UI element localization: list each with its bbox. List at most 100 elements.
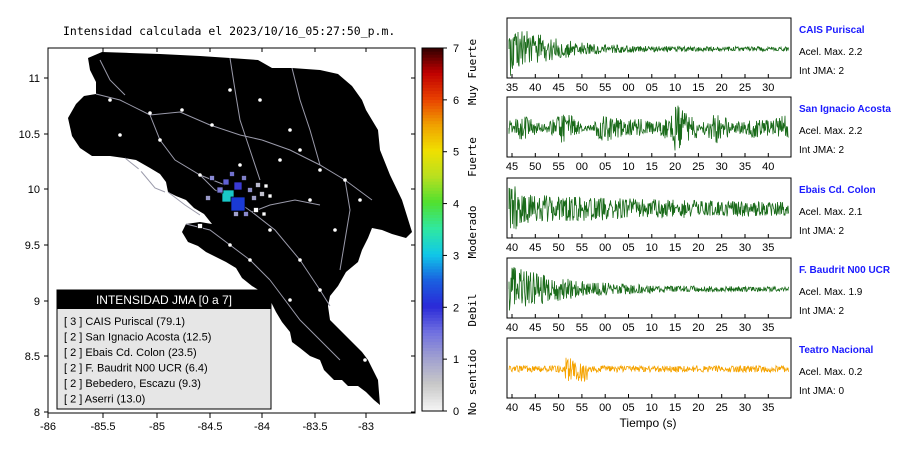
colorbar-segment <box>422 147 443 152</box>
waveform-panel: 40 45 50 55 00 05 10 15 20 25 30 35 Teatro Nacional A… <box>506 337 873 414</box>
colorbar-segment <box>422 205 443 209</box>
waveform-tick-label: 45 <box>529 242 541 254</box>
map-boundary-line <box>291 67 321 166</box>
colorbar-segment <box>422 162 443 167</box>
waveform-tick-label: 20 <box>692 322 704 334</box>
colorbar-segment <box>422 93 443 97</box>
waveform-tick-label: 30 <box>762 82 774 94</box>
colorbar-segment <box>422 247 443 252</box>
town-dot <box>258 98 262 102</box>
colorbar-segment <box>422 187 443 191</box>
town-dot <box>278 158 282 162</box>
station-intensity-marker <box>263 183 269 189</box>
town-dot <box>238 163 242 167</box>
colorbar-segment <box>422 123 443 128</box>
station-accel: Acel. Max. 2.2 <box>799 47 863 58</box>
colorbar-segment <box>422 135 443 140</box>
colorbar-segment <box>422 350 443 355</box>
colorbar-segment <box>422 320 443 324</box>
waveform-tick-label: 35 <box>762 242 774 254</box>
colorbar-segment <box>422 150 443 155</box>
waveform-tick-label: 35 <box>762 322 774 334</box>
colorbar-segment <box>422 48 443 52</box>
station-accel: Acel. Max. 1.9 <box>799 287 863 298</box>
waveform-tick-label: 00 <box>599 242 611 254</box>
map-ytick-label: 9 <box>34 296 40 308</box>
colorbar-segment <box>422 299 443 303</box>
map-ytick-label: 9.5 <box>25 240 40 252</box>
waveform-tick-label: 05 <box>622 242 634 254</box>
colorbar-segment <box>422 314 443 318</box>
colorbar-segment <box>422 181 443 185</box>
town-dot <box>363 358 367 362</box>
colorbar-segment <box>422 114 443 119</box>
colorbar-segment <box>422 280 443 285</box>
station-intensity-marker <box>209 175 215 181</box>
waveform-trace <box>508 357 789 382</box>
colorbar-segment <box>422 238 443 243</box>
colorbar-segment <box>422 317 443 321</box>
colorbar-segment <box>422 51 443 55</box>
waveform-trace <box>508 31 789 76</box>
town-dot <box>358 198 362 202</box>
colorbar-segment <box>422 78 443 82</box>
colorbar-segment <box>422 111 443 116</box>
map-xtick-label: -84 <box>254 421 270 433</box>
map-boundary-line <box>269 279 341 361</box>
colorbar-tick-label: 1 <box>453 354 459 366</box>
waveform-tick-label: 45 <box>506 161 518 173</box>
legend-row: [ 2 ] Bebedero, Escazu (9.3) <box>64 378 201 390</box>
station-jma: Int JMA: 2 <box>799 226 844 237</box>
waveform-tick-label: 05 <box>599 161 611 173</box>
waveform-tick-label: 30 <box>739 322 751 334</box>
map-ytick-label: 8.5 <box>25 351 40 363</box>
map-xtick-label: -84.5 <box>197 421 222 433</box>
station-intensity-marker <box>233 211 239 217</box>
waveform-trace <box>508 105 789 151</box>
waveform-tick-label: 45 <box>552 82 564 94</box>
colorbar-segment <box>422 311 443 315</box>
intensity-colorbar: 0 1 2 3 4 5 6 7 No sentido Debil Moderado Fuerte Mu… <box>421 39 479 418</box>
waveform-tick-label: 10 <box>646 322 658 334</box>
waveform-tick-label: 25 <box>739 82 751 94</box>
waveform-tick-label: 25 <box>716 322 728 334</box>
station-markers <box>197 171 273 229</box>
waveform-tick-label: 00 <box>622 82 634 94</box>
map-boundary-line <box>167 191 201 216</box>
town-dot <box>268 228 272 232</box>
colorbar-segment <box>422 392 443 397</box>
legend-header <box>57 290 271 309</box>
colorbar-segment <box>422 259 443 264</box>
map-xtick-label: -85 <box>149 421 165 433</box>
legend-title: INTENSIDAD JMA [0 a 7] <box>96 293 232 307</box>
station-intensity-marker <box>247 187 253 193</box>
map-x-axis: -86 -85.5 -85 -84.5 -84 -83.5 -83 <box>40 48 374 433</box>
colorbar-segment <box>422 326 443 330</box>
station-intensity-marker <box>267 193 273 199</box>
waveform-tick-label: 20 <box>669 161 681 173</box>
map-boundary-line <box>339 179 351 271</box>
colorbar-segment <box>422 144 443 149</box>
colorbar-segment <box>422 196 443 200</box>
station-jma: Int JMA: 2 <box>799 145 844 156</box>
colorbar-segment <box>422 60 443 64</box>
station-intensity-marker <box>253 207 259 213</box>
colorbar-tick-label: 6 <box>453 95 459 107</box>
waveform-tick-label: 30 <box>739 242 751 254</box>
colorbar-segment <box>422 66 443 70</box>
colorbar-segment <box>422 323 443 327</box>
town-dot <box>288 298 292 302</box>
costa-rica-landmass <box>68 52 412 405</box>
colorbar-segment <box>422 132 443 137</box>
waveform-tick-label: 35 <box>506 82 518 94</box>
town-dot <box>158 138 162 142</box>
waveform-panel: 35 40 45 50 55 00 05 10 15 20 25 30 CAIS Puriscal Ace… <box>506 17 865 94</box>
station-intensity-marker <box>230 196 246 212</box>
colorbar-segment <box>422 117 443 122</box>
town-dot <box>148 111 152 115</box>
town-dot <box>318 168 322 172</box>
colorbar-segment <box>422 383 443 388</box>
page-title: Intensidad calculada el 2023/10/16_05:27… <box>63 24 395 38</box>
colorbar-class-label: Moderado <box>466 206 479 259</box>
intensity-legend: INTENSIDAD JMA [0 a 7] [ 3 ] CAIS Purisc… <box>56 289 272 410</box>
